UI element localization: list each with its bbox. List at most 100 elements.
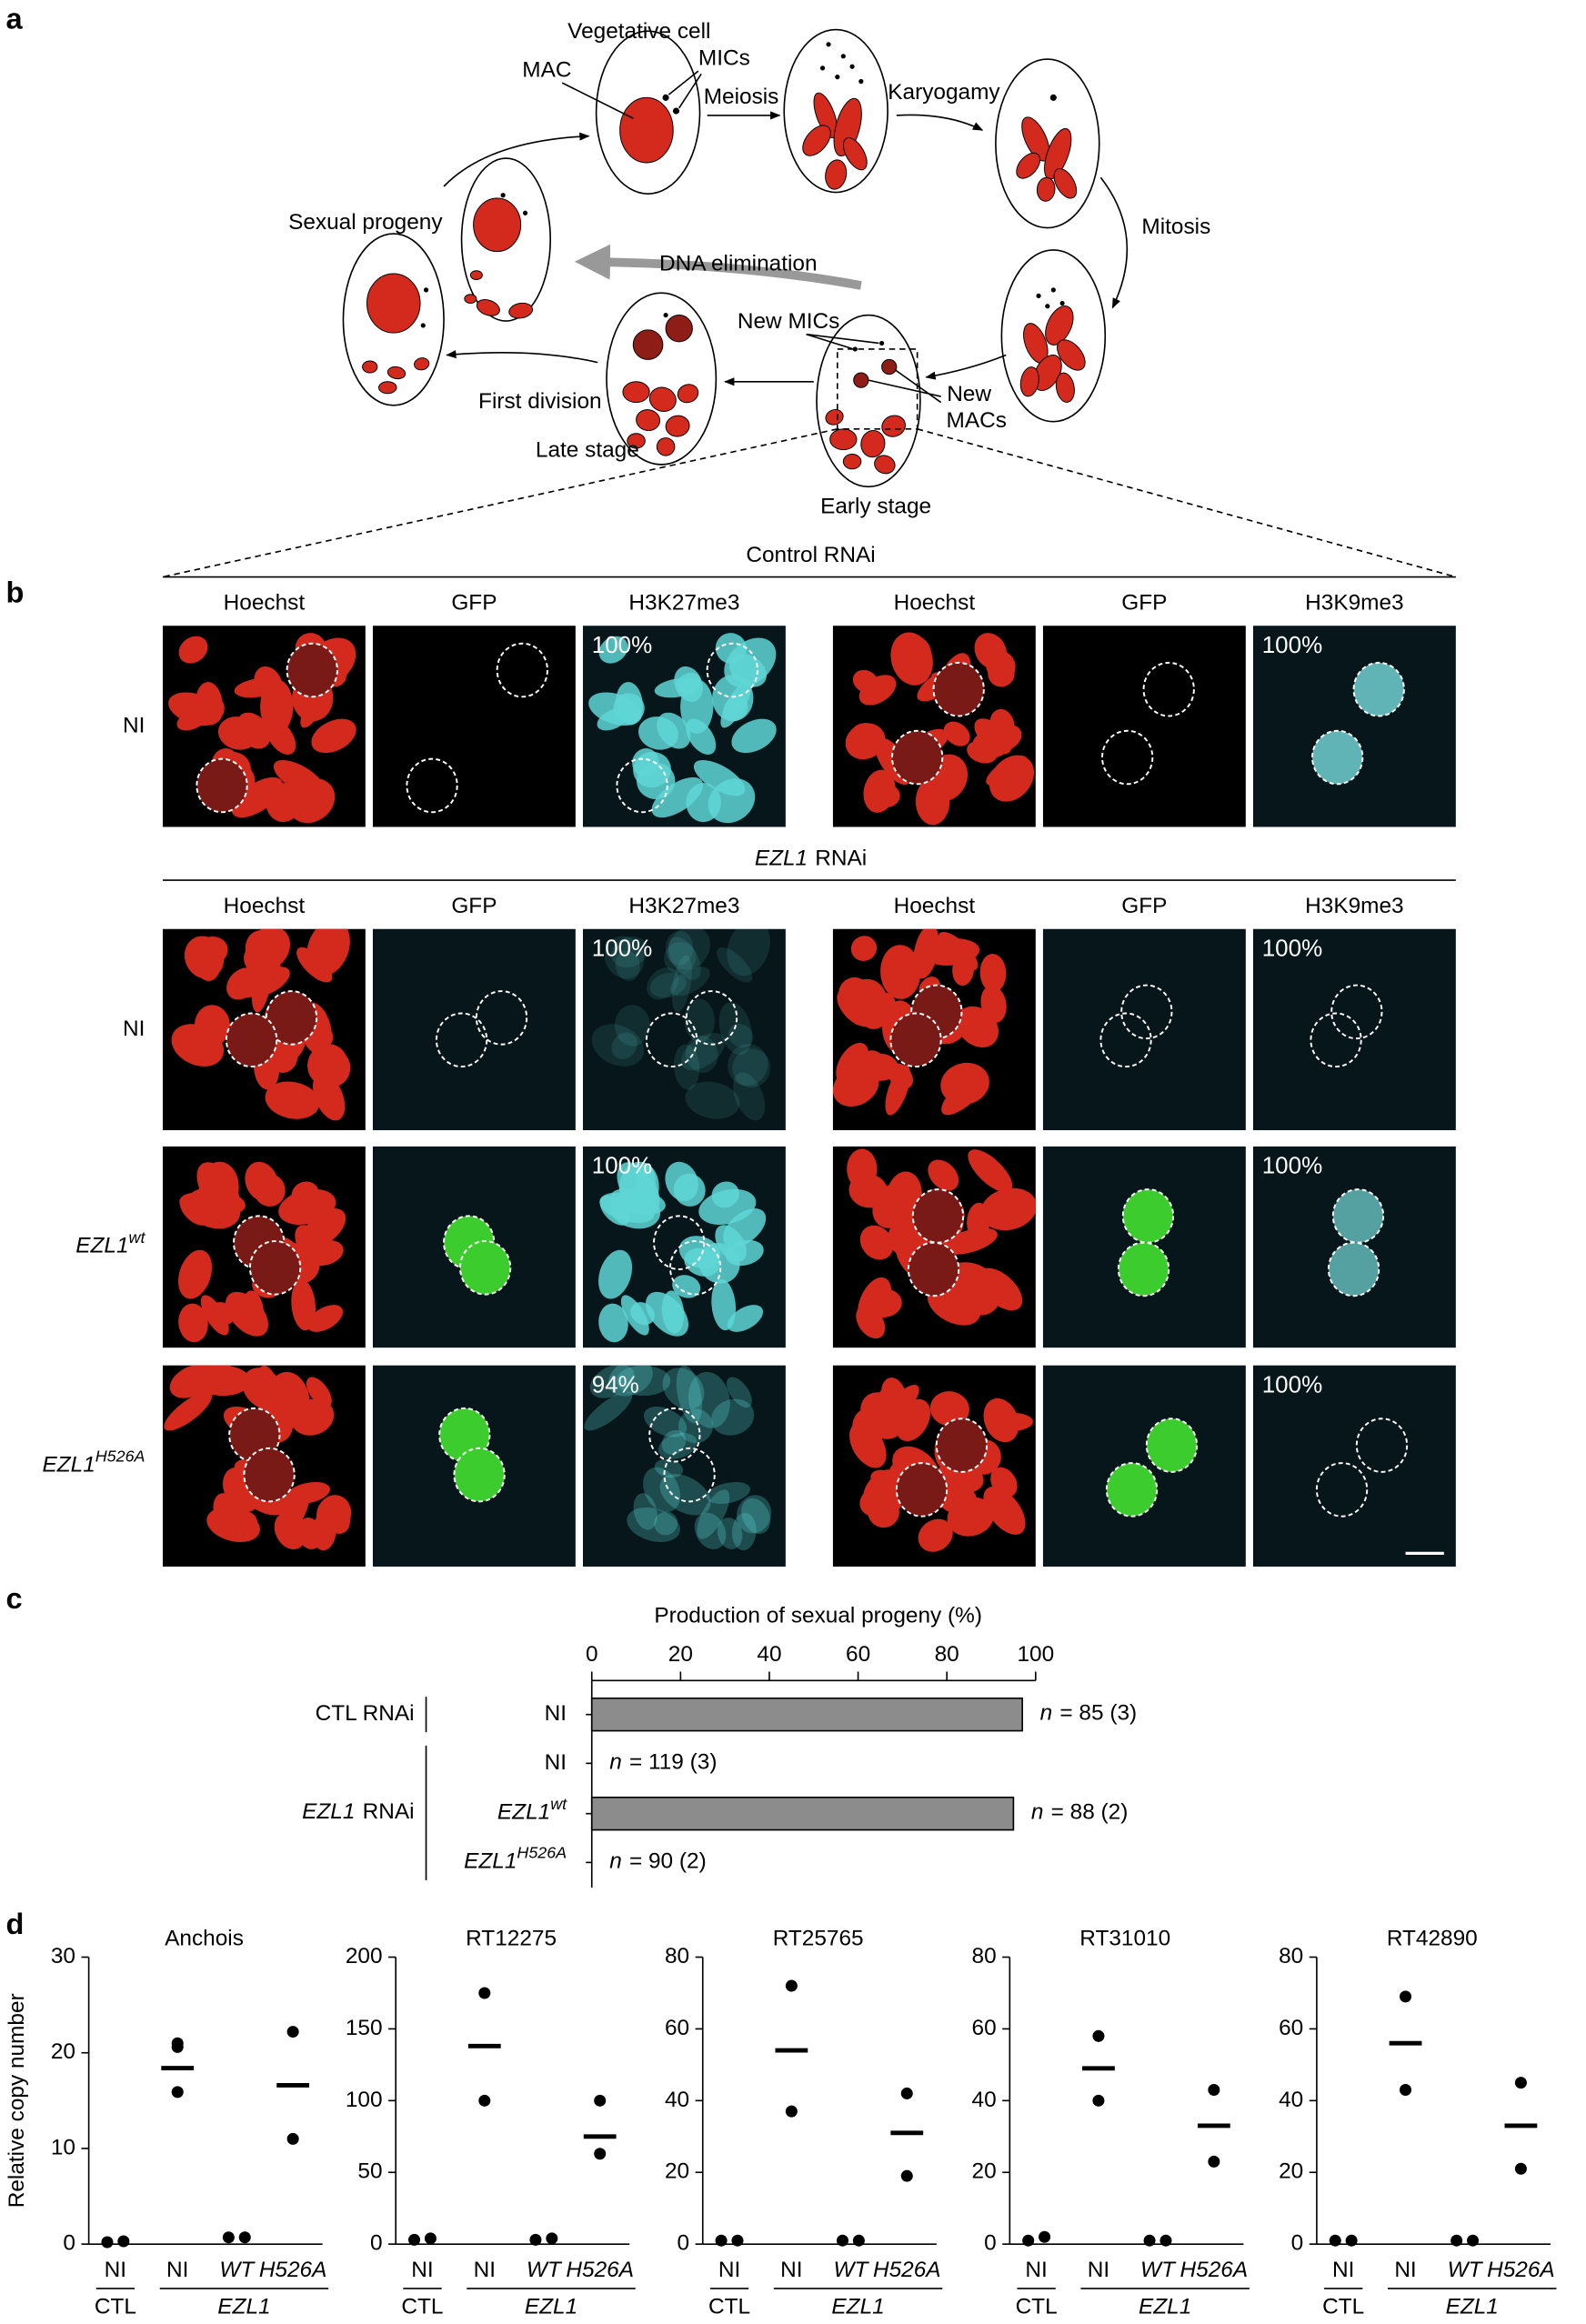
nucleus [859, 1225, 894, 1260]
data-point [1329, 2234, 1341, 2247]
column-header: GFP [1121, 590, 1167, 615]
column-header: GFP [451, 894, 497, 918]
nucleus [254, 666, 283, 702]
micrograph [1252, 928, 1456, 1131]
nucleus [1057, 339, 1086, 371]
mic [849, 64, 855, 69]
pointer [806, 333, 879, 345]
new-mac-outline [645, 1012, 698, 1068]
data-point [836, 2234, 849, 2247]
nucleus [633, 751, 671, 788]
panel-letter: b [6, 576, 25, 609]
nucleus [377, 381, 397, 395]
nucleus [876, 1387, 903, 1414]
nucleus [316, 1495, 352, 1534]
nucleus [291, 1279, 316, 1331]
nucleus [193, 693, 225, 724]
micrograph-content [1310, 984, 1383, 1068]
nucleus [673, 1044, 700, 1090]
nucleus [737, 1495, 772, 1534]
new-mac-outline [932, 661, 985, 717]
group-label: CTL [708, 2295, 750, 2319]
data-point [286, 2132, 299, 2145]
data-point [546, 2232, 558, 2245]
nucleus [654, 1458, 684, 1478]
mic [420, 323, 426, 328]
micrograph-content [591, 928, 771, 1121]
nucleus [825, 159, 848, 190]
column-header: H3K27me3 [628, 590, 739, 615]
data-point [101, 2236, 114, 2249]
nucleus [717, 1518, 743, 1549]
nucleus [508, 302, 534, 319]
nucleus [694, 1512, 727, 1550]
zoom-line [162, 428, 838, 578]
nucleus [1055, 372, 1075, 403]
data-point [900, 2087, 913, 2099]
group-label: CTL [401, 2295, 443, 2319]
new-mac-outline [1120, 984, 1173, 1040]
nucleus [187, 1365, 233, 1397]
y-tick-label: 40 [665, 2088, 689, 2112]
y-tick-label: 100 [346, 2088, 383, 2112]
new-mac-outline [458, 1240, 512, 1296]
group-label-gene: EZL1 [302, 1799, 355, 1824]
nucleus [464, 294, 477, 305]
micrograph-content [438, 1407, 506, 1503]
micrograph-content [171, 928, 351, 1121]
nucleus [637, 716, 679, 750]
new-mac-outline [453, 1447, 506, 1503]
nucleus [723, 1208, 767, 1247]
arrow [446, 350, 598, 364]
n-symbol: n [609, 1849, 622, 1874]
new-mac-outline [243, 1447, 296, 1503]
nucleus [842, 137, 868, 171]
group-label: CTL [95, 2295, 136, 2319]
elimination-arrow [574, 244, 862, 290]
new-mac-outline [1327, 1241, 1380, 1297]
nucleus [184, 936, 225, 979]
y-tick-label: 50 [357, 2159, 382, 2184]
nucleus [648, 386, 677, 412]
n-symbol: n [1040, 1701, 1053, 1726]
y-tick-label: 40 [972, 2088, 997, 2112]
n-label: n = 90 (2) [609, 1849, 706, 1874]
new-mac-outline [1331, 1188, 1385, 1244]
new-mac-outline [653, 1215, 706, 1270]
category-label-sup: wt [550, 1795, 567, 1813]
data-point [1143, 2234, 1156, 2247]
stage-label: First division [478, 389, 602, 414]
nucleus [636, 409, 661, 431]
nucleus [669, 967, 710, 997]
nucleus [885, 1065, 911, 1116]
x-tick-label: 40 [757, 1642, 781, 1667]
category-label: NI [718, 2258, 740, 2282]
data-point [117, 2235, 130, 2248]
chart-title: RT31010 [1079, 1926, 1170, 1950]
micrograph-content [847, 1148, 1036, 1339]
category-label: EZL1wt [497, 1795, 567, 1825]
micrograph [372, 928, 576, 1131]
panel-letter: a [6, 2, 24, 35]
n-text: = 88 (2) [1051, 1800, 1129, 1825]
nucleus [656, 437, 676, 456]
nucleus [983, 1486, 1026, 1535]
percent-label: 100% [1262, 1370, 1323, 1397]
nucleus [307, 1024, 334, 1048]
nucleus [661, 1429, 687, 1455]
x-tick-label: 0 [586, 1642, 598, 1667]
panel-letter: d [6, 1908, 25, 1940]
nucleus [732, 1048, 771, 1088]
y-tick-label: 40 [1279, 2088, 1303, 2112]
nucleus [613, 693, 645, 724]
group-label-text: RNAi [363, 1799, 415, 1824]
category-label: WT [1448, 2258, 1484, 2282]
nucleus [473, 197, 522, 253]
nucleus [607, 1365, 653, 1397]
nucleus [708, 778, 756, 824]
y-tick-label: 80 [972, 1944, 997, 1968]
nucleus [196, 1162, 240, 1216]
data-point [478, 2094, 491, 2107]
nucleus [858, 1277, 892, 1327]
